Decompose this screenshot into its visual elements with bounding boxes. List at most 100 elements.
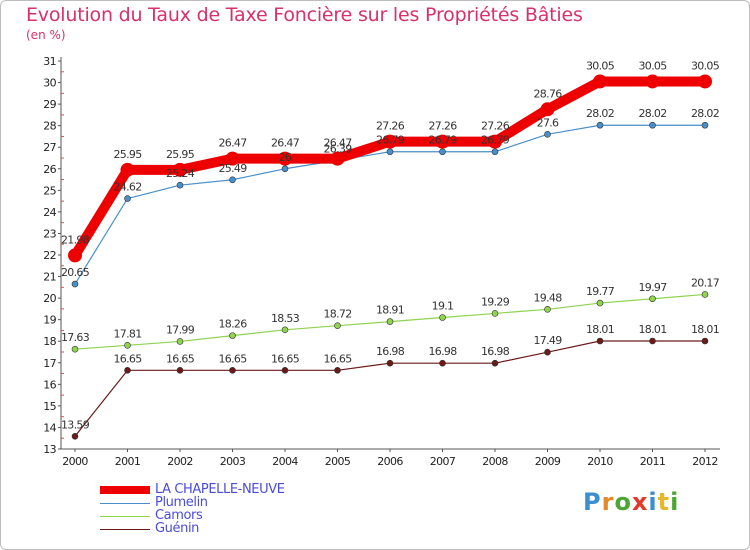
data-point-guenin [71, 432, 79, 440]
data-point-plumelin [439, 148, 446, 156]
data-point-plumelin [229, 176, 236, 184]
data-label-plumelin: 28.02 [639, 107, 667, 120]
data-point-la-chapelle-neuve [698, 74, 712, 89]
data-label-plumelin: 28.02 [691, 107, 719, 120]
data-label-la-chapelle-neuve: 21.98 [61, 233, 90, 246]
data-label-plumelin: 26.39 [324, 142, 353, 155]
y-tick-label: 30 [43, 77, 56, 90]
data-label-camors: 19.97 [639, 281, 668, 294]
y-tick-label: 15 [43, 400, 56, 413]
data-point-guenin [229, 367, 236, 374]
data-label-plumelin: 25.24 [166, 167, 195, 180]
data-label-guenin: 16.98 [481, 345, 510, 358]
legend-label-la-chapelle-neuve: LA CHAPELLE-NEUVE [155, 482, 285, 497]
y-tick-label: 17 [43, 357, 56, 370]
data-label-camors: 19.77 [586, 285, 615, 298]
data-point-camors [71, 345, 79, 353]
data-label-plumelin: 26 [279, 151, 292, 164]
legend-label-plumelin: Plumelin [155, 495, 208, 510]
data-point-la-chapelle-neuve [120, 162, 135, 177]
data-point-camors [334, 322, 341, 330]
y-tick-label: 25 [43, 184, 56, 197]
chart-subtitle: (en %) [26, 28, 66, 42]
data-label-camors: 19.1 [432, 300, 454, 313]
data-point-plumelin [544, 130, 551, 138]
data-label-guenin: 18.01 [691, 323, 719, 336]
y-tick-label: 29 [43, 98, 56, 111]
data-label-guenin: 18.01 [586, 323, 614, 336]
data-label-la-chapelle-neuve: 27.26 [481, 120, 510, 133]
x-tick-label: 2002 [167, 455, 193, 468]
data-label-plumelin: 25.49 [219, 162, 248, 175]
x-tick-label: 2003 [220, 455, 246, 468]
legend-label-guenin: Guénin [155, 521, 200, 536]
data-label-la-chapelle-neuve: 27.26 [376, 120, 405, 133]
data-point-camors [386, 318, 394, 325]
data-label-camors: 19.29 [481, 295, 510, 308]
data-label-guenin: 16.65 [219, 352, 248, 365]
data-point-camors [491, 310, 499, 317]
x-tick-label: 2006 [377, 455, 403, 468]
data-label-camors: 17.99 [166, 323, 195, 336]
data-point-camors [701, 291, 709, 298]
data-point-guenin [124, 367, 131, 374]
data-point-plumelin [386, 148, 394, 156]
data-point-guenin [649, 337, 656, 345]
data-point-la-chapelle-neuve [383, 134, 397, 149]
data-label-plumelin: 28.02 [586, 107, 614, 120]
data-point-camors [229, 332, 236, 339]
data-point-camors [281, 326, 289, 334]
data-label-la-chapelle-neuve: 28.76 [534, 87, 563, 100]
x-tick-label: 2007 [430, 455, 456, 468]
data-point-la-chapelle-neuve [435, 134, 450, 149]
x-tick-label: 2008 [482, 455, 508, 468]
y-tick-label: 27 [43, 141, 56, 154]
data-point-guenin [439, 359, 446, 367]
legend-swatch-guenin [100, 529, 150, 530]
data-label-la-chapelle-neuve: 26.47 [271, 137, 300, 150]
y-tick-label: 31 [43, 55, 56, 68]
data-label-camors: 18.72 [324, 308, 352, 321]
y-tick-label: 23 [43, 227, 56, 240]
y-tick-label: 28 [43, 120, 56, 133]
data-label-la-chapelle-neuve: 30.05 [691, 59, 720, 72]
data-label-camors: 20.17 [691, 276, 720, 289]
data-point-camors [176, 338, 184, 345]
y-tick-label: 18 [43, 335, 56, 348]
data-point-la-chapelle-neuve [645, 74, 660, 89]
x-tick-label: 2005 [325, 455, 351, 468]
data-label-guenin: 16.65 [114, 352, 143, 365]
data-label-la-chapelle-neuve: 25.95 [114, 148, 143, 161]
data-label-guenin: 16.65 [271, 352, 300, 365]
data-label-guenin: 17.49 [534, 334, 563, 347]
data-label-la-chapelle-neuve: 26.47 [219, 137, 248, 150]
data-label-plumelin: 20.65 [61, 266, 90, 279]
x-tick-label: 2009 [535, 455, 561, 468]
data-label-guenin: 18.01 [639, 323, 667, 336]
x-tick-label: 2000 [62, 455, 88, 468]
data-point-plumelin [176, 181, 184, 189]
data-point-plumelin [281, 165, 289, 173]
data-point-guenin [596, 337, 604, 345]
y-tick-label: 24 [43, 206, 56, 219]
y-tick-label: 22 [43, 249, 56, 262]
proxiti-logo: Proxiti [583, 488, 680, 516]
data-point-camors [124, 342, 131, 349]
data-label-la-chapelle-neuve: 25.95 [166, 148, 195, 161]
data-label-camors: 18.53 [271, 312, 300, 325]
y-tick-label: 14 [43, 421, 56, 434]
y-tick-label: 20 [43, 292, 56, 305]
x-tick-label: 2010 [587, 455, 613, 468]
data-label-guenin: 16.98 [429, 345, 458, 358]
y-tick-label: 13 [43, 443, 56, 456]
data-point-la-chapelle-neuve [173, 162, 187, 177]
data-label-la-chapelle-neuve: 26.47 [324, 137, 353, 150]
data-point-la-chapelle-neuve [278, 151, 292, 166]
data-point-la-chapelle-neuve [68, 248, 82, 263]
y-tick-label: 19 [43, 314, 56, 327]
legend-swatch-plumelin [100, 503, 150, 504]
data-point-guenin [176, 367, 184, 374]
data-point-guenin [334, 367, 341, 374]
data-point-camors [596, 299, 604, 307]
